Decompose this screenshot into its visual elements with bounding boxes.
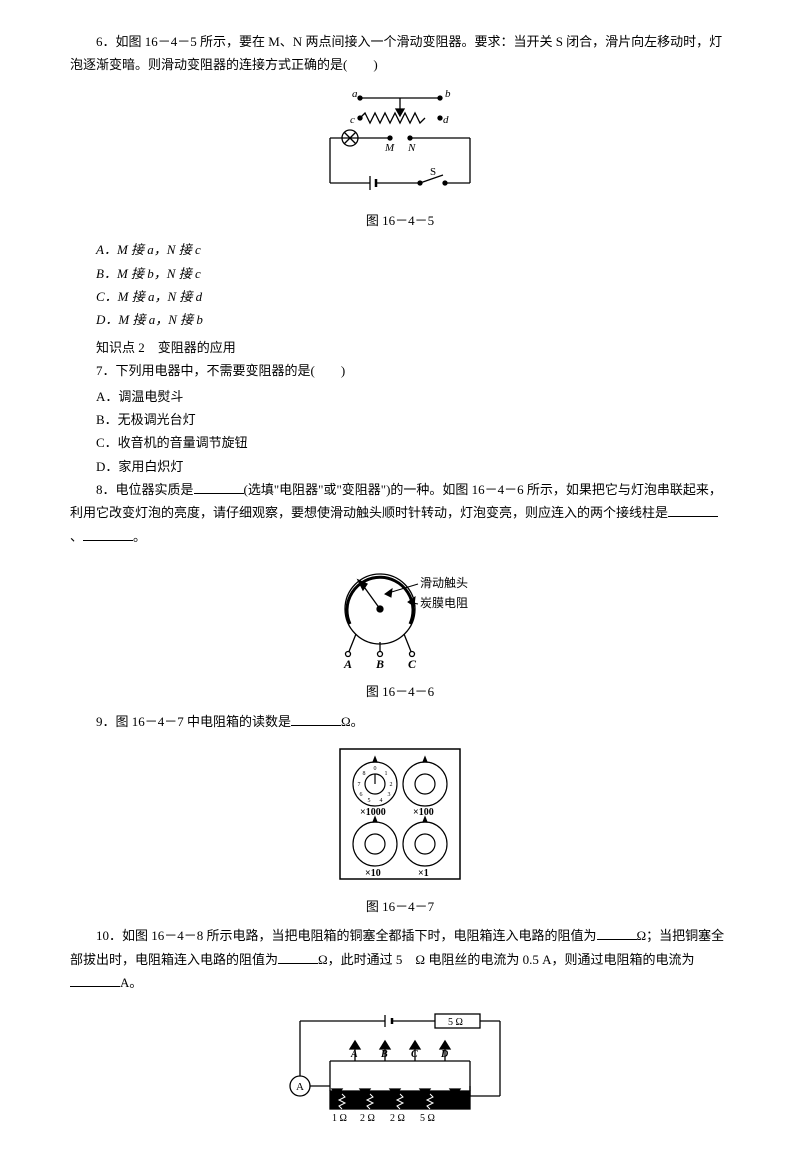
svg-text:B: B [375,657,384,671]
svg-text:×10: ×10 [365,868,381,879]
svg-text:b: b [445,88,451,100]
svg-text:×100: ×100 [413,807,434,818]
q10-figure: 5 Ω A A B C D 1 Ω 2 Ω 2 Ω 5 Ω [70,1001,730,1131]
q6-text: 6．如图 16－4－5 所示，要在 M、N 两点间接入一个滑动变阻器。要求：当开… [70,30,730,77]
q9-figure: 0 12 34 5 6 78 ×1000 ×100 ×10 ×1 [70,739,730,889]
svg-text:B: B [380,1049,388,1060]
svg-text:×1000: ×1000 [360,807,386,818]
svg-text:3: 3 [388,792,391,798]
svg-text:S: S [430,166,436,178]
svg-text:×1: ×1 [418,868,429,879]
svg-text:N: N [407,142,416,154]
svg-text:D: D [440,1049,448,1060]
q6-opt-b: B．M 接 b，N 接 c [96,262,730,285]
svg-text:7: 7 [358,782,361,788]
q7-opt-a: A．调温电熨斗 [96,385,730,408]
svg-text:5 Ω: 5 Ω [420,1113,435,1124]
q7-opt-c: C．收音机的音量调节旋钮 [96,431,730,454]
svg-text:2 Ω: 2 Ω [390,1113,405,1124]
svg-text:炭膜电阻: 炭膜电阻 [420,596,468,610]
svg-text:5: 5 [368,798,371,804]
q10-text: 10．如图 16－4－8 所示电路，当把电阻箱的铜塞全都插下时，电阻箱连入电路的… [70,924,730,994]
svg-text:A: A [296,1081,304,1093]
q8-text: 8．电位器实质是(选填"电阻器"或"变阻器")的一种。如图 16－4－6 所示，… [70,478,730,548]
svg-text:d: d [443,114,449,126]
svg-text:2 Ω: 2 Ω [360,1113,375,1124]
q8-figure: 滑动触头 炭膜电阻 A B C [70,554,730,674]
svg-text:5 Ω: 5 Ω [448,1017,463,1028]
svg-text:1 Ω: 1 Ω [332,1113,347,1124]
svg-text:4: 4 [380,798,383,804]
svg-text:c: c [350,114,355,126]
q8-caption: 图 16－4－6 [70,680,730,703]
q9-caption: 图 16－4－7 [70,895,730,918]
svg-text:6: 6 [360,792,363,798]
q7-opt-d: D．家用白炽灯 [96,455,730,478]
svg-text:M: M [384,142,395,154]
svg-text:A: A [350,1049,358,1060]
q6-opt-a: A．M 接 a，N 接 c [96,238,730,261]
q6-opt-c: C．M 接 a，N 接 d [96,285,730,308]
svg-text:滑动触头: 滑动触头 [420,576,468,590]
svg-text:C: C [408,657,417,671]
svg-text:a: a [352,88,358,100]
q9-text: 9．图 16－4－7 中电阻箱的读数是Ω。 [70,710,730,733]
q6-opt-d: D．M 接 a，N 接 b [96,308,730,331]
svg-text:8: 8 [363,771,366,777]
svg-text:A: A [343,657,352,671]
section-title: 知识点 2 变阻器的应用 [96,336,730,359]
q6-caption: 图 16－4－5 [70,209,730,232]
svg-text:C: C [411,1049,418,1060]
q7-opt-b: B．无极调光台灯 [96,408,730,431]
q6-figure: a b c d M N [70,83,730,203]
svg-text:0: 0 [374,766,377,772]
svg-text:2: 2 [390,782,393,788]
q7-text: 7．下列用电器中，不需要变阻器的是( ) [70,359,730,382]
svg-text:1: 1 [385,771,388,777]
